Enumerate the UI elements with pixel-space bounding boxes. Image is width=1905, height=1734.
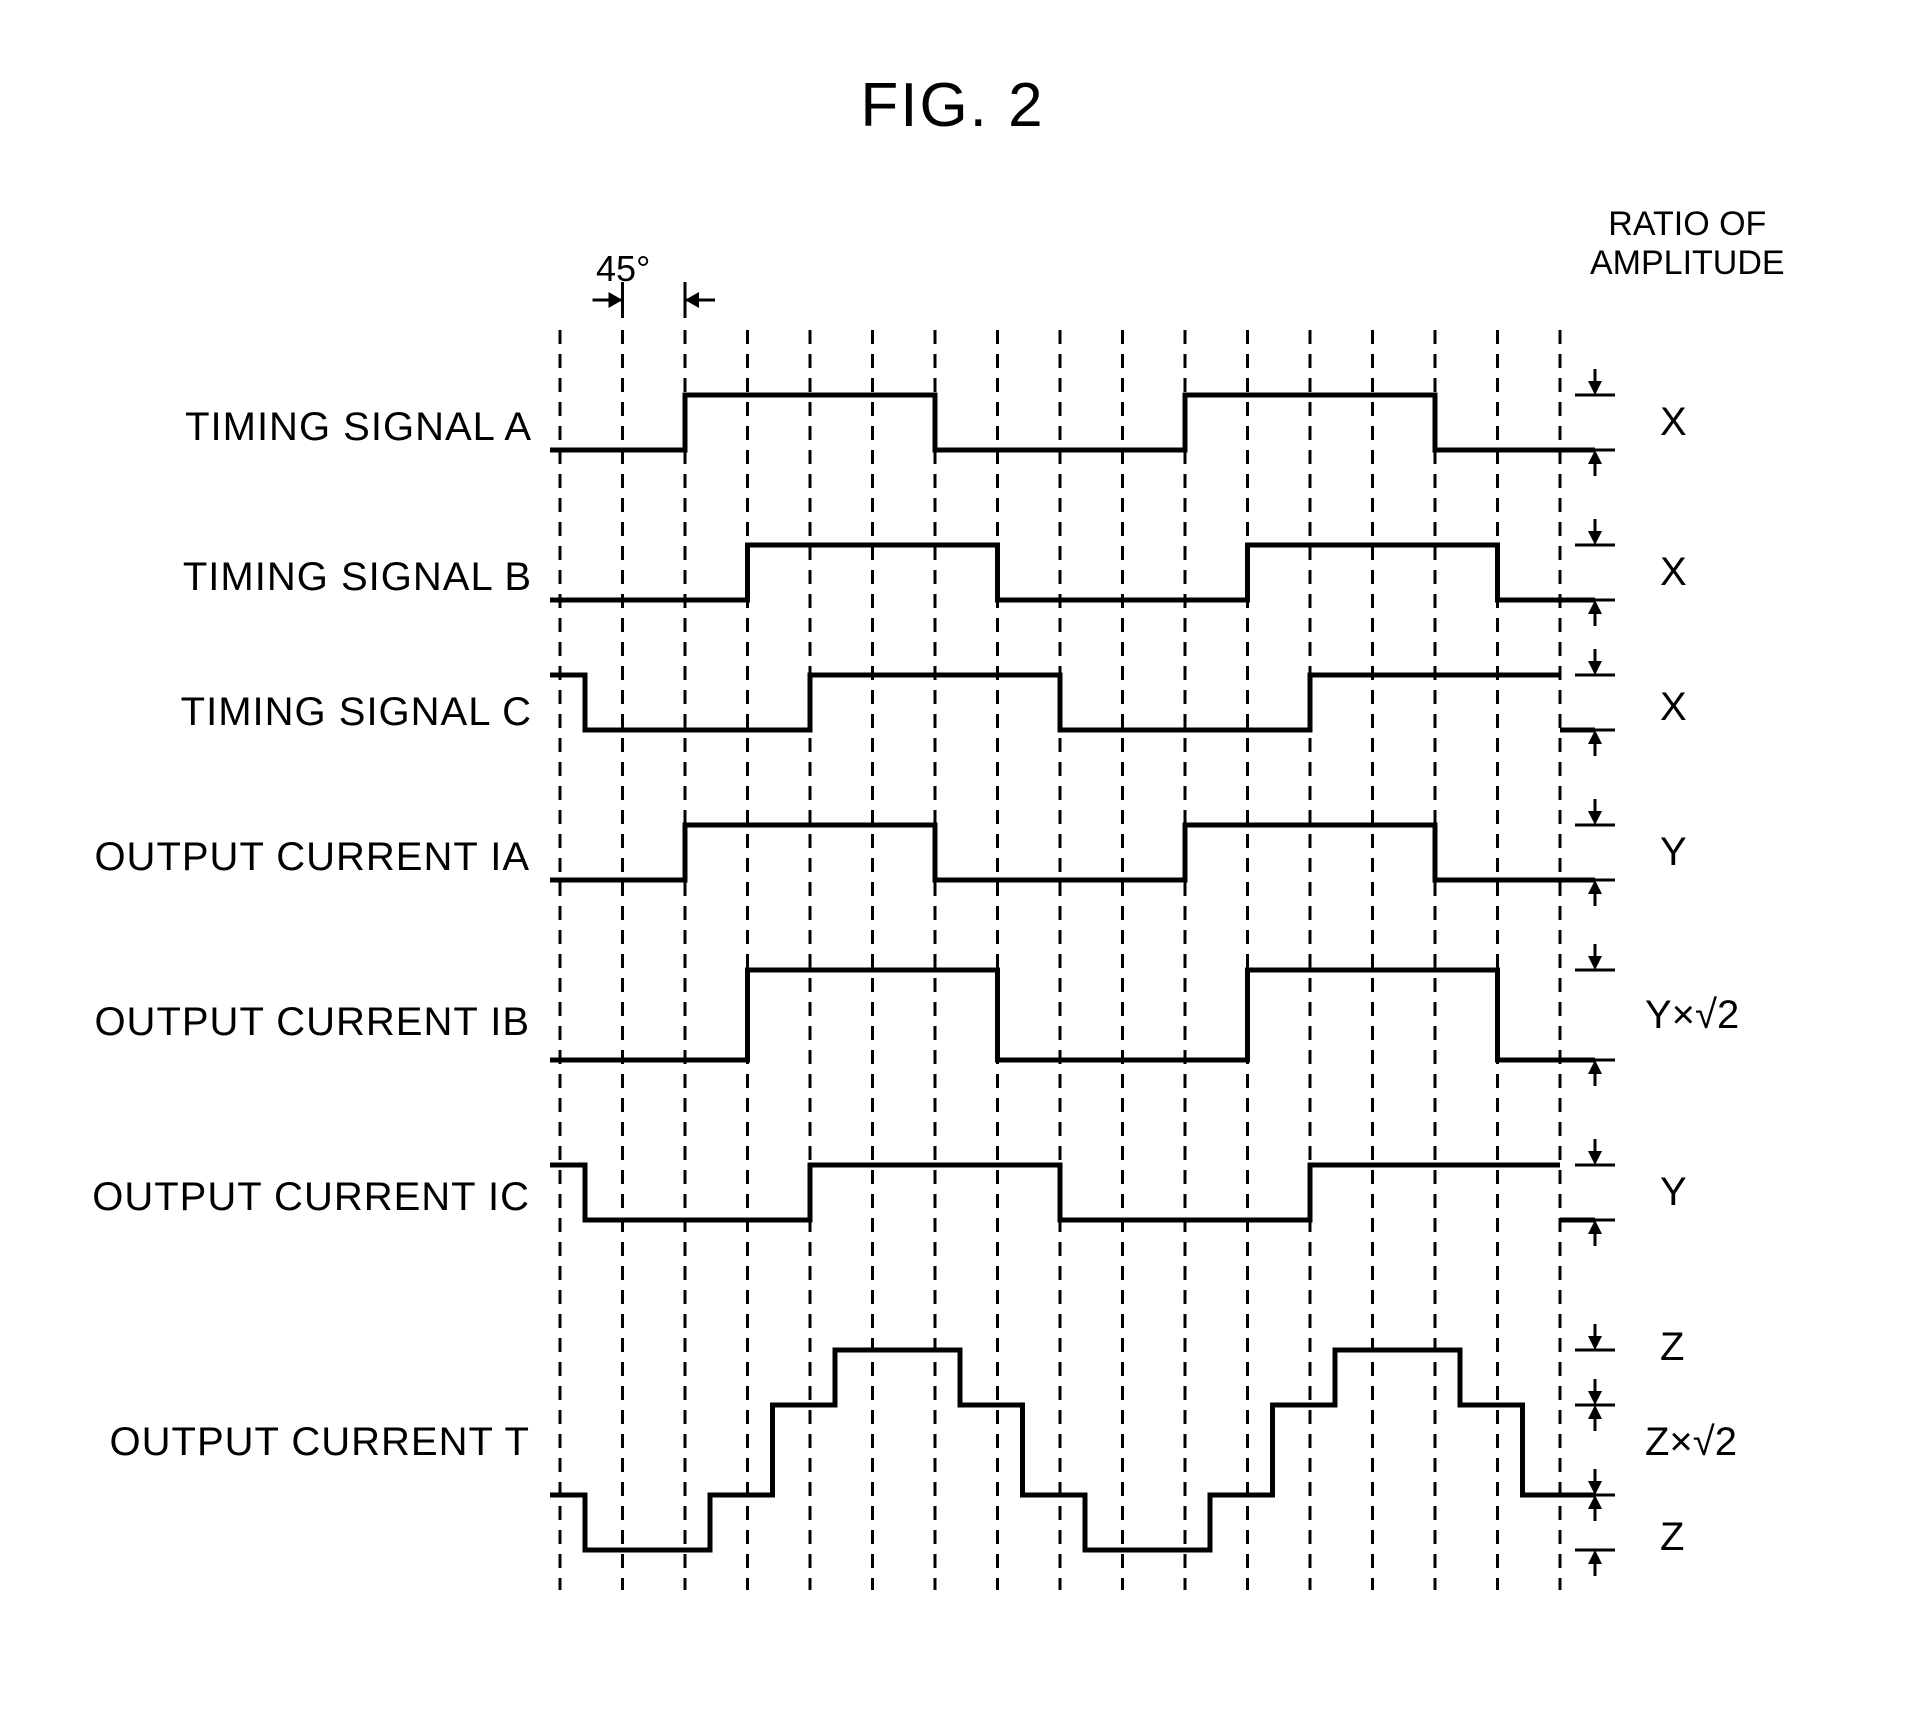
- amplitude-header-line1: RATIO OF: [1608, 205, 1766, 243]
- label-current-ib: OUTPUT CURRENT IB: [80, 1000, 530, 1045]
- amp-label-a: X: [1660, 400, 1687, 445]
- phase-label-text: 45°: [596, 248, 650, 289]
- amp-label-c: X: [1660, 685, 1687, 730]
- label-signal-a: TIMING SIGNAL A: [132, 405, 532, 450]
- label-signal-b: TIMING SIGNAL B: [132, 555, 532, 600]
- amp-label-b: X: [1660, 550, 1687, 595]
- amp-label-ic: Y: [1660, 1170, 1687, 1215]
- amp-label-ia: Y: [1660, 830, 1687, 875]
- amp-label-t-bot: Z: [1660, 1515, 1684, 1560]
- figure-page: FIG. 2 RATIO OF AMPLITUDE 45° TIMING SIG…: [0, 0, 1905, 1734]
- label-current-ia: OUTPUT CURRENT IA: [80, 835, 530, 880]
- phase-label: 45°: [596, 248, 650, 289]
- amplitude-header-line2: AMPLITUDE: [1590, 244, 1785, 282]
- amplitude-header: RATIO OF AMPLITUDE: [1590, 205, 1785, 283]
- amp-label-t-mid: Z×√2: [1645, 1420, 1737, 1465]
- timing-chart: RATIO OF AMPLITUDE 45° TIMING SIGNAL A T…: [120, 260, 1785, 1640]
- amp-label-t-top: Z: [1660, 1325, 1684, 1370]
- label-current-ic: OUTPUT CURRENT IC: [80, 1175, 530, 1220]
- amp-label-ib: Y×√2: [1645, 993, 1739, 1038]
- label-current-t: OUTPUT CURRENT T: [90, 1420, 530, 1465]
- label-signal-c: TIMING SIGNAL C: [132, 690, 532, 735]
- figure-title: FIG. 2: [0, 70, 1905, 141]
